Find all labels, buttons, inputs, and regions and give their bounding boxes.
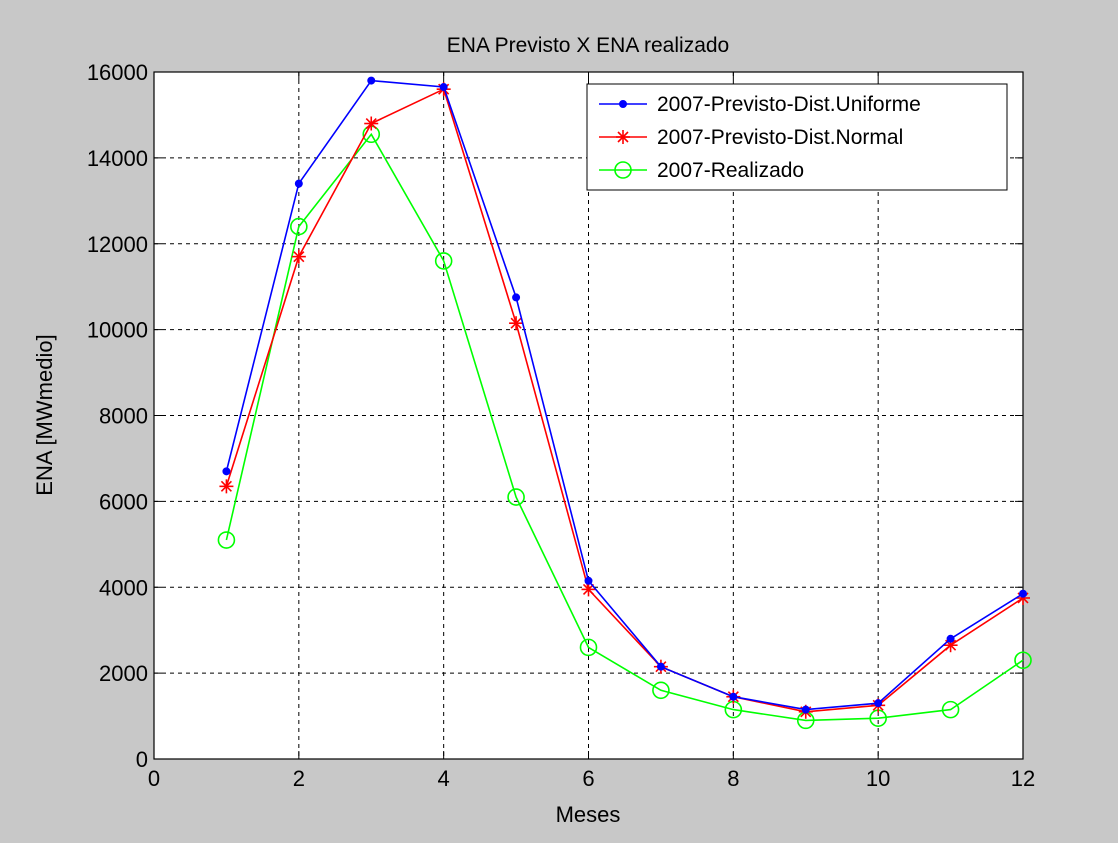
legend-box — [586, 83, 1008, 191]
star-stroke — [293, 251, 305, 263]
data-point — [291, 249, 306, 264]
series-1 — [222, 76, 1027, 714]
series-line — [225, 132, 1024, 722]
data-point — [579, 638, 598, 657]
data-point — [290, 217, 308, 236]
legend-entry: 2007-Previsto-Dist.Normal — [599, 126, 903, 149]
series-group — [217, 76, 1032, 730]
data-point — [584, 576, 593, 585]
x-tick-label: 4 — [438, 766, 450, 791]
data-point — [294, 179, 303, 188]
data-point — [1019, 589, 1027, 598]
ticks: 0 2 4 6 8 10 12 0 2000 4000 6000 8000 10000 12000 1400… — [87, 60, 1035, 791]
star-stroke — [945, 639, 957, 651]
data-point — [509, 316, 524, 331]
series-line — [225, 79, 1024, 711]
legend-marker — [614, 161, 632, 179]
x-tick-label: 0 — [148, 766, 160, 791]
legend-entry: 2007-Realizado — [599, 159, 804, 182]
data-point — [874, 699, 883, 708]
y-tick-label: 12000 — [87, 232, 148, 257]
x-tick-label: 10 — [866, 766, 890, 791]
star-stroke — [510, 317, 522, 329]
y-tick-label: 4000 — [99, 575, 148, 600]
star-stroke — [220, 480, 232, 492]
series-line — [225, 88, 1024, 713]
chart-title: ENA Previsto X ENA realizado — [447, 34, 729, 57]
legend: 2007-Previsto-Dist.Uniforme 2007-Previsto… — [586, 83, 1008, 191]
legend-label: 2007-Previsto-Dist.Normal — [657, 126, 903, 149]
data-point — [1014, 651, 1032, 670]
y-tick-label: 8000 — [99, 404, 148, 429]
data-point — [219, 479, 234, 494]
x-tick-label: 8 — [727, 766, 739, 791]
y-tick-label: 0 — [136, 747, 148, 772]
y-tick-label: 14000 — [87, 146, 148, 171]
series-3 — [217, 125, 1032, 730]
y-axis-label: ENA [MWmedio] — [32, 334, 57, 495]
legend-entry: 2007-Previsto-Dist.Uniforme — [599, 93, 921, 116]
star-stroke — [582, 583, 595, 595]
legend-marker — [619, 100, 627, 108]
x-tick-label: 12 — [1011, 766, 1035, 791]
data-point — [507, 488, 525, 506]
data-point — [434, 252, 453, 270]
star-stroke — [365, 117, 377, 130]
data-point — [222, 467, 231, 476]
data-point — [367, 76, 376, 85]
data-point — [512, 293, 521, 302]
data-point — [581, 582, 596, 597]
x-axis-label: Meses — [556, 802, 621, 827]
data-point — [801, 705, 810, 714]
y-tick-label: 16000 — [87, 60, 148, 85]
data-point — [217, 531, 236, 549]
star-stroke — [617, 131, 629, 143]
data-point — [652, 681, 670, 700]
x-tick-label: 2 — [293, 766, 305, 791]
data-point — [729, 692, 738, 701]
legend-label: 2007-Previsto-Dist.Uniforme — [657, 93, 921, 116]
x-tick-label: 6 — [582, 766, 594, 791]
legend-marker — [616, 130, 630, 144]
data-point — [439, 83, 448, 92]
data-point — [364, 116, 379, 131]
data-point — [941, 700, 960, 719]
data-point — [946, 634, 955, 643]
y-tick-label: 10000 — [87, 318, 148, 343]
y-tick-label: 6000 — [99, 489, 148, 514]
y-tick-label: 2000 — [99, 661, 148, 686]
data-point — [656, 662, 665, 671]
legend-label: 2007-Realizado — [657, 159, 804, 182]
